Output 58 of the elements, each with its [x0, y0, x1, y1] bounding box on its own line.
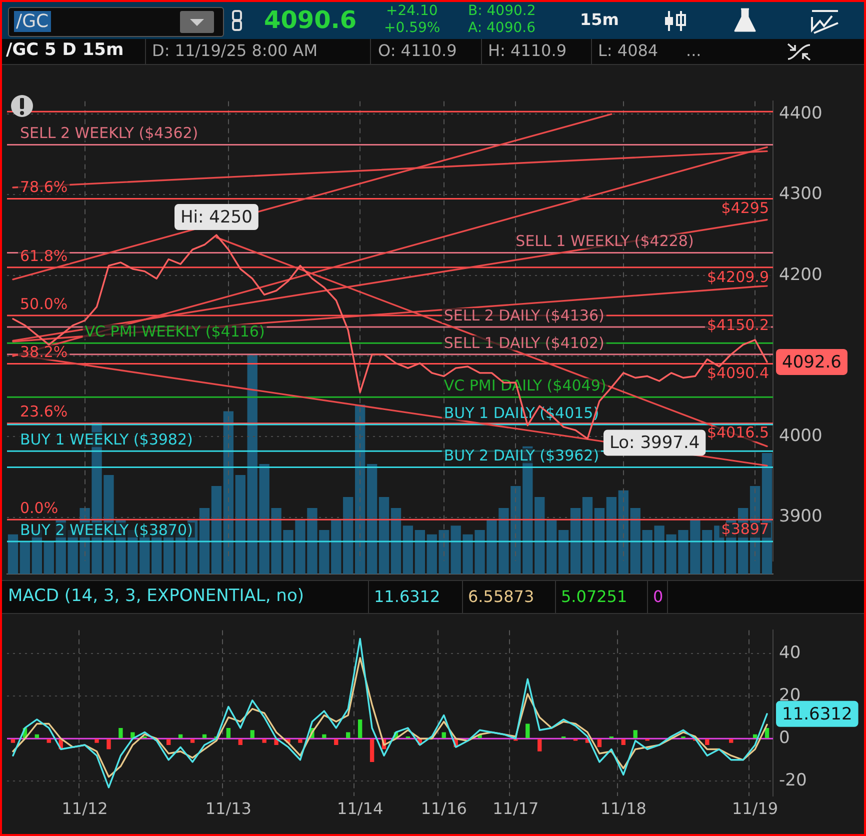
data-label: Hi: 4250: [180, 207, 252, 228]
annotation: 78.6%: [20, 178, 68, 196]
text: +24.10: [386, 3, 438, 19]
x-tick-label: 11/12: [62, 798, 108, 818]
annotation: SELL 2 DAILY ($4136): [444, 306, 604, 324]
x-tick-label: 11/14: [337, 798, 384, 818]
ref-line-label: $4016.5: [706, 424, 769, 442]
y-tick-label: 3900: [779, 506, 822, 527]
text: 11.6312: [374, 587, 440, 606]
data-label: 4092.6: [782, 352, 842, 372]
text: /GC: [14, 11, 51, 32]
text: A: 4090.6: [468, 20, 536, 36]
text: 0: [653, 587, 664, 606]
y-tick-label: 40: [779, 643, 801, 664]
text: 6.55873: [468, 587, 534, 606]
ref-line-label: $4209.9: [706, 268, 769, 286]
y-tick-label: 4200: [779, 264, 822, 285]
text: H: 4110.9: [488, 41, 566, 60]
annotation: SELL 2 WEEKLY ($4362): [20, 124, 198, 142]
y-tick-label: 4000: [779, 426, 822, 446]
annotation: 50.0%: [20, 294, 68, 313]
x-tick-label: 11/18: [600, 798, 646, 818]
x-tick-label: 11/16: [420, 798, 467, 818]
text: 4090.6: [264, 6, 357, 34]
y-tick-label: -20: [779, 770, 807, 791]
ref-line-label: $4090.4: [706, 364, 769, 382]
annotation: 61.8%: [20, 246, 68, 265]
data-label: Lo: 3997.4: [609, 433, 700, 454]
annotation: BUY 2 DAILY ($3962): [444, 446, 600, 465]
text: L: 4084: [598, 41, 658, 60]
annotation: SELL 1 WEEKLY ($4228): [516, 232, 694, 250]
text: 5.07251: [561, 587, 628, 606]
text: O: 4110.9: [378, 41, 457, 60]
text: D: 11/19/25 8:00 AM: [152, 41, 318, 60]
ref-line-label: $4150.2: [706, 316, 769, 334]
y-tick-label: 0: [779, 728, 790, 748]
annotation: 23.6%: [20, 402, 68, 421]
annotation: 0.0%: [20, 499, 58, 518]
annotation: SELL 1 DAILY ($4102): [444, 334, 604, 352]
text: 15m: [580, 10, 619, 29]
ref-line-label: $4295: [721, 199, 769, 218]
y-tick-label: 20: [779, 686, 801, 706]
x-tick-label: 11/13: [205, 798, 252, 818]
ref-line-label: $3897: [721, 520, 769, 538]
x-tick-label: 11/19: [732, 798, 778, 818]
y-tick-label: 4300: [779, 184, 822, 204]
x-tick-label: 11/17: [492, 798, 539, 818]
annotation: VC PMI WEEKLY ($4116): [84, 322, 265, 340]
annotation: BUY 1 WEEKLY ($3982): [20, 430, 193, 449]
data-label: 11.6312: [782, 704, 852, 724]
annotation: BUY 2 WEEKLY ($3870): [20, 520, 193, 539]
text: ...: [686, 41, 702, 60]
annotation: 38.2%: [20, 343, 68, 362]
chart-title: /GC 5 D 15m: [6, 40, 124, 60]
y-tick-label: 4400: [779, 104, 822, 124]
text: B: 4090.2: [468, 3, 536, 19]
text: +0.59%: [384, 20, 440, 36]
chart-title: MACD (14, 3, 3, EXPONENTIAL, no): [8, 586, 304, 606]
